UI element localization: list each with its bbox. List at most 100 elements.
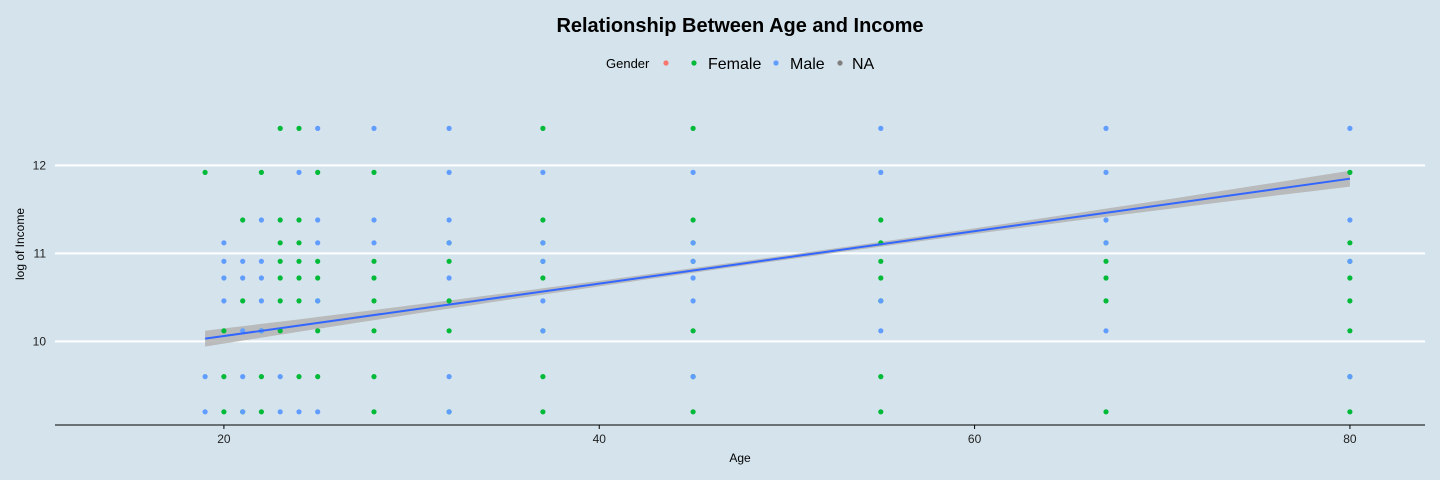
point-male <box>221 275 227 281</box>
point-female <box>540 275 546 281</box>
y-tick-label: 11 <box>34 246 47 260</box>
legend-title: Gender <box>606 56 650 71</box>
point-male <box>315 409 321 415</box>
point-female <box>296 258 302 264</box>
point-male <box>296 169 302 175</box>
point-male <box>277 374 283 380</box>
point-female <box>202 169 208 175</box>
y-axis-label: log of Income <box>13 208 27 280</box>
point-female <box>446 258 452 264</box>
point-female <box>258 169 264 175</box>
point-female <box>1103 258 1109 264</box>
legend-marker-male <box>773 60 779 66</box>
point-female <box>277 298 283 304</box>
point-male <box>540 328 546 334</box>
point-female <box>446 328 452 334</box>
point-male <box>690 275 696 281</box>
point-male <box>878 125 884 131</box>
point-male <box>371 217 377 223</box>
point-male <box>315 240 321 246</box>
point-male <box>221 240 227 246</box>
legend-label-male: Male <box>790 56 825 73</box>
point-male <box>277 409 283 415</box>
point-female <box>1103 275 1109 281</box>
point-male <box>202 409 208 415</box>
point-male <box>258 217 264 223</box>
point-female <box>221 374 227 380</box>
point-female <box>690 328 696 334</box>
y-tick-label: 12 <box>33 158 47 172</box>
axes: 10 11 12 20 40 60 80 <box>33 158 1425 446</box>
point-male <box>315 125 321 131</box>
point-male <box>1347 374 1353 380</box>
point-female <box>540 217 546 223</box>
point-female <box>690 217 696 223</box>
point-male <box>540 298 546 304</box>
point-male <box>540 258 546 264</box>
point-female <box>371 258 377 264</box>
point-female <box>540 125 546 131</box>
legend-marker-na <box>837 60 843 66</box>
point-male <box>1347 217 1353 223</box>
point-male <box>240 409 246 415</box>
point-male <box>258 275 264 281</box>
point-male <box>1103 169 1109 175</box>
point-male <box>690 258 696 264</box>
point-male <box>258 258 264 264</box>
point-male <box>258 298 264 304</box>
point-female <box>1347 240 1353 246</box>
point-male <box>690 298 696 304</box>
point-male <box>446 275 452 281</box>
point-female <box>878 258 884 264</box>
point-male <box>240 374 246 380</box>
point-female <box>258 409 264 415</box>
point-female <box>1347 409 1353 415</box>
point-male <box>878 169 884 175</box>
point-female <box>371 169 377 175</box>
point-male <box>371 125 377 131</box>
point-female <box>277 240 283 246</box>
grid-lines <box>55 164 1425 343</box>
point-female <box>221 409 227 415</box>
point-male <box>371 240 377 246</box>
point-female <box>240 217 246 223</box>
point-female <box>277 258 283 264</box>
point-female <box>371 275 377 281</box>
point-female <box>446 298 452 304</box>
x-tick-label: 80 <box>1343 432 1357 446</box>
point-female <box>296 298 302 304</box>
point-female <box>371 374 377 380</box>
point-male <box>690 169 696 175</box>
point-male <box>202 374 208 380</box>
point-male <box>540 169 546 175</box>
point-male <box>446 240 452 246</box>
point-male <box>540 240 546 246</box>
legend-label-female: Female <box>708 56 761 73</box>
point-male <box>446 217 452 223</box>
point-female <box>371 298 377 304</box>
point-female <box>258 374 264 380</box>
point-female <box>221 328 227 334</box>
point-female <box>277 275 283 281</box>
point-female <box>878 217 884 223</box>
point-female <box>540 409 546 415</box>
point-male <box>446 409 452 415</box>
trend-line <box>204 177 1351 340</box>
legend-marker-female <box>691 60 697 66</box>
point-male <box>690 240 696 246</box>
point-female <box>1347 298 1353 304</box>
point-male <box>446 169 452 175</box>
point-female <box>1347 275 1353 281</box>
legend: Gender Female Male NA <box>606 56 875 73</box>
point-male <box>315 217 321 223</box>
point-male <box>878 298 884 304</box>
point-female <box>315 169 321 175</box>
point-female <box>540 374 546 380</box>
point-female <box>690 409 696 415</box>
point-male <box>1103 240 1109 246</box>
point-male <box>878 328 884 334</box>
point-female <box>1347 169 1353 175</box>
point-male <box>296 409 302 415</box>
